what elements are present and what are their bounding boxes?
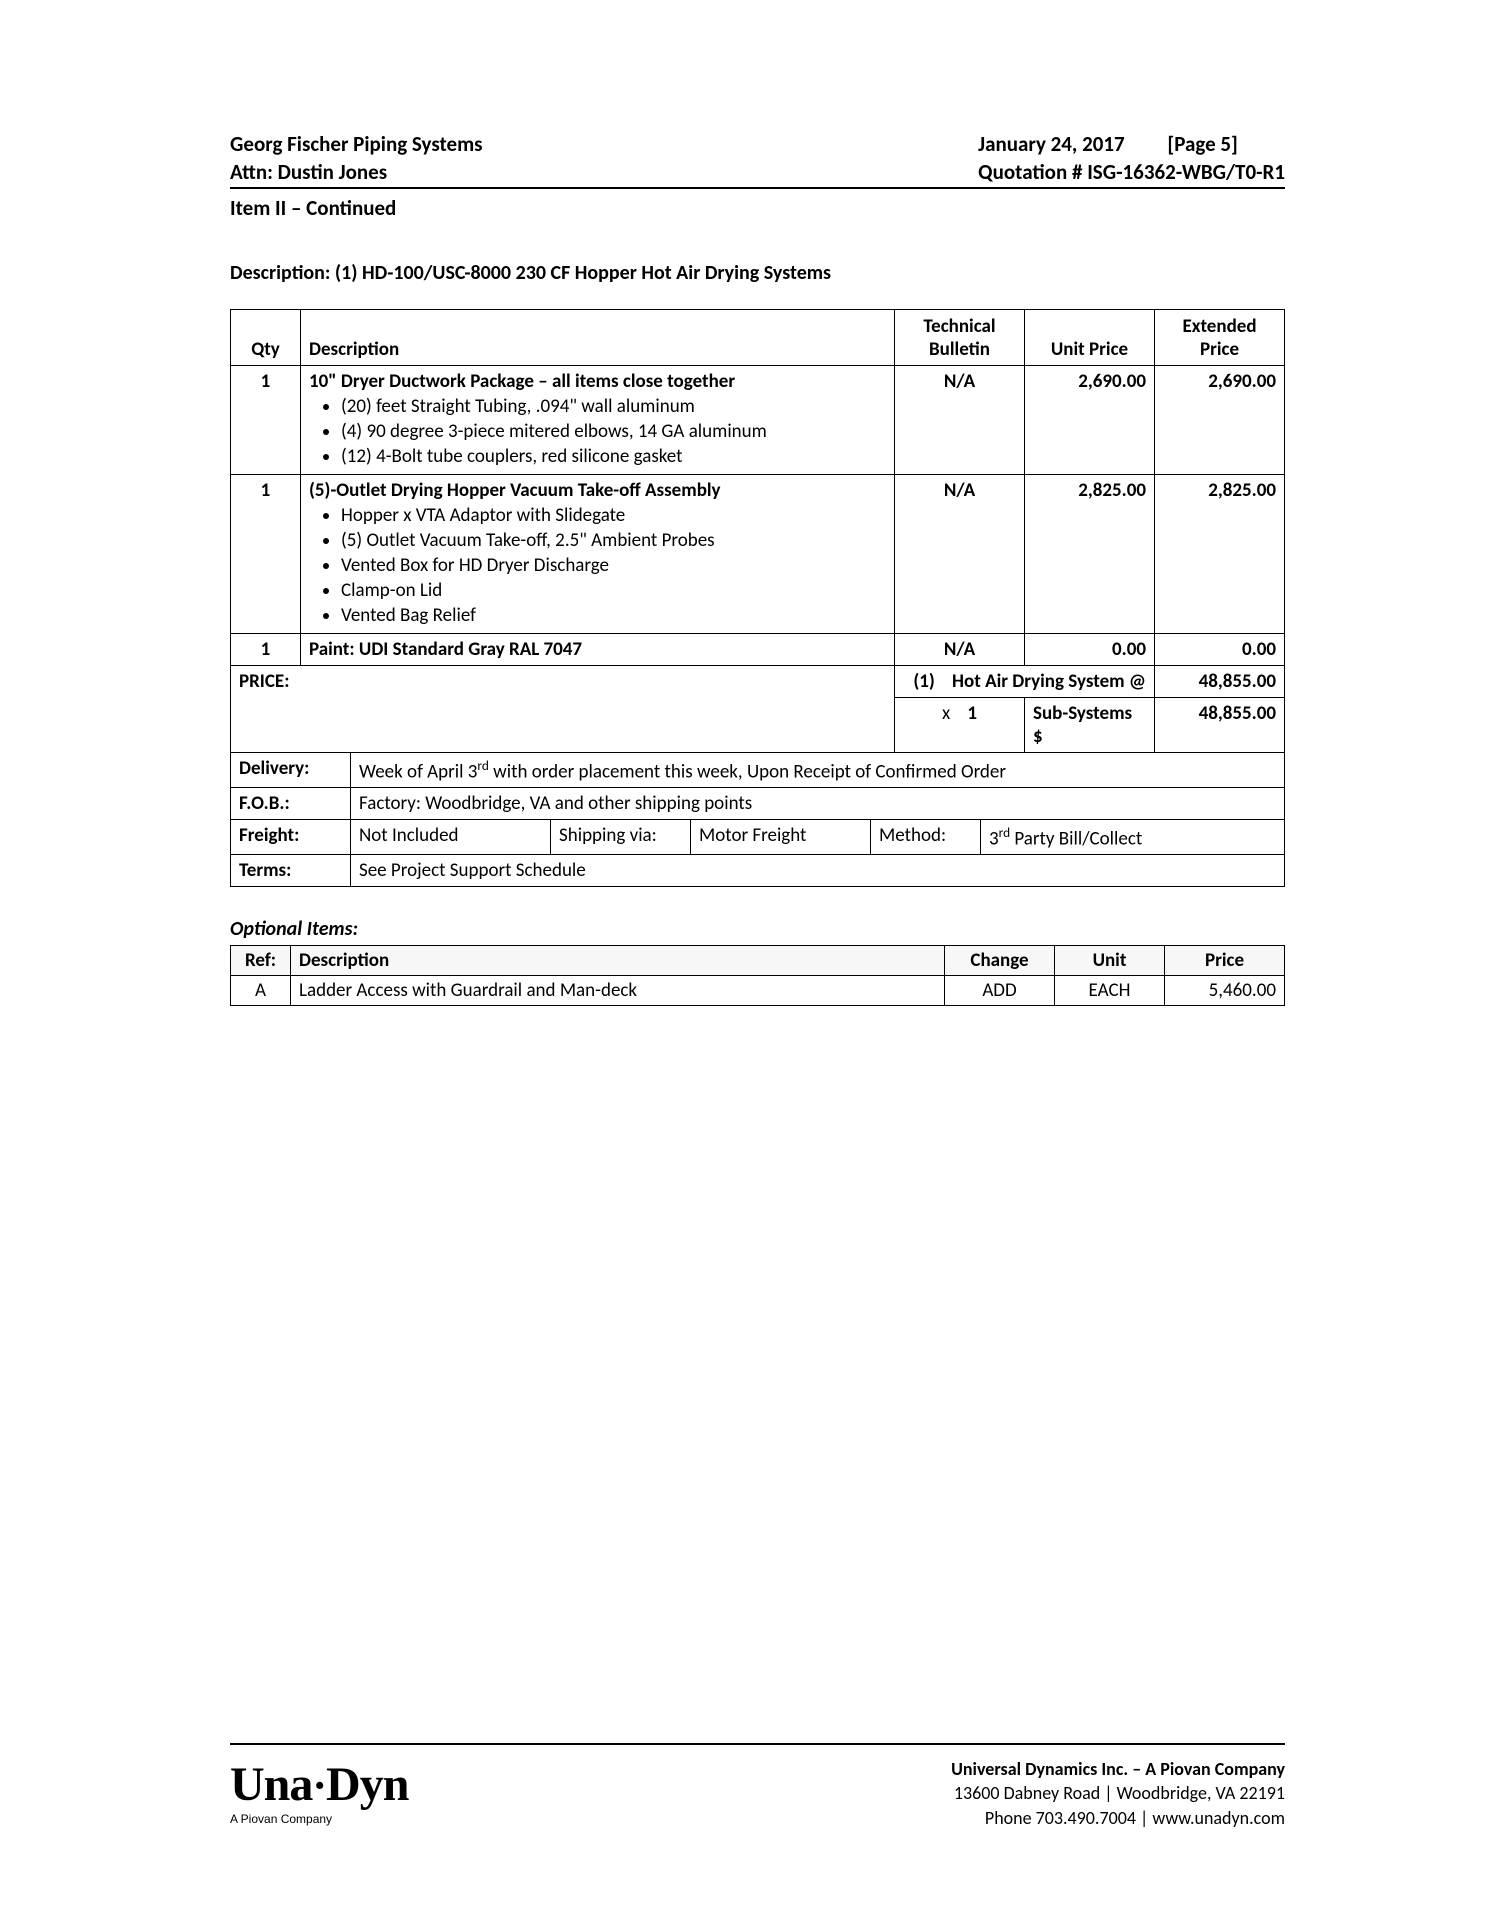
cell-tb: N/A bbox=[895, 474, 1025, 633]
header-quotation: Quotation # ISG-16362-WBG/T0-R1 bbox=[978, 158, 1285, 186]
meta-method-label: Method: bbox=[871, 820, 981, 855]
optional-items-heading: Optional Items: bbox=[230, 917, 1285, 941]
cell-unit-price: 2,690.00 bbox=[1025, 365, 1155, 474]
bullet-item: Clamp-on Lid bbox=[341, 579, 886, 602]
meta-freight-label: Freight: bbox=[231, 820, 351, 855]
footer-logo-sub: A Piovan Company bbox=[230, 1812, 408, 1826]
cell-ext-price: 2,690.00 bbox=[1155, 365, 1285, 474]
cell-ext-price: 2,825.00 bbox=[1155, 474, 1285, 633]
meta-delivery-row: Delivery: Week of April 3rd with order p… bbox=[231, 752, 1285, 787]
meta-terms-val: See Project Support Schedule bbox=[351, 855, 1285, 887]
opt-cell-unit: EACH bbox=[1055, 976, 1165, 1006]
meta-freight-val: Not Included bbox=[351, 820, 551, 855]
meta-shipvia-val: Motor Freight bbox=[691, 820, 871, 855]
header-date: January 24, 2017 bbox=[978, 131, 1125, 157]
col-header-ep: Extended Price bbox=[1155, 309, 1285, 365]
price-line1-desc: Hot Air Drying System @ bbox=[952, 670, 1146, 693]
meta-terms-row: Terms: See Project Support Schedule bbox=[231, 855, 1285, 887]
header-attn: Attn: Dustin Jones bbox=[230, 158, 483, 186]
cell-qty: 1 bbox=[231, 365, 301, 474]
price-label: PRICE: bbox=[239, 670, 289, 693]
header-bar: Georg Fischer Piping Systems Attn: Dusti… bbox=[230, 130, 1285, 189]
bullet-item: Vented Bag Relief bbox=[341, 604, 886, 627]
main-table: Qty Description Technical Bulletin Unit … bbox=[230, 309, 1285, 753]
price-line2-qty: 1 bbox=[967, 702, 977, 725]
bullet-item: (5) Outlet Vacuum Take-off, 2.5" Ambient… bbox=[341, 529, 886, 552]
opt-cell-price: 5,460.00 bbox=[1165, 976, 1285, 1006]
cell-desc: (5)-Outlet Drying Hopper Vacuum Take-off… bbox=[301, 474, 895, 633]
table-row: 1Paint: UDI Standard Gray RAL 7047N/A0.0… bbox=[231, 633, 1285, 665]
opt-cell-desc: Ladder Access with Guardrail and Man-dec… bbox=[291, 976, 945, 1006]
opt-col-desc: Description bbox=[291, 946, 945, 976]
bullet-item: (20) feet Straight Tubing, .094" wall al… bbox=[341, 395, 886, 418]
price-line2-x: x bbox=[942, 702, 950, 725]
item-continued: Item II – Continued bbox=[230, 195, 1285, 221]
header-company: Georg Fischer Piping Systems bbox=[230, 130, 483, 158]
price-line1-qty: (1) bbox=[913, 670, 934, 693]
meta-shipvia-label: Shipping via: bbox=[551, 820, 691, 855]
page-footer: Una·Dyn A Piovan Company Universal Dynam… bbox=[230, 1743, 1285, 1830]
footer-logo: Una·Dyn A Piovan Company bbox=[230, 1757, 408, 1826]
meta-method-val: 3rd Party Bill/Collect bbox=[981, 820, 1285, 855]
cell-unit-price: 2,825.00 bbox=[1025, 474, 1155, 633]
col-header-qty: Qty bbox=[231, 309, 301, 365]
description-heading: Description: (1) HD-100/USC-8000 230 CF … bbox=[230, 261, 1285, 285]
bullet-item: Vented Box for HD Dryer Discharge bbox=[341, 554, 886, 577]
opt-cell-ref: A bbox=[231, 976, 291, 1006]
opt-cell-change: ADD bbox=[945, 976, 1055, 1006]
price-line2-desc: Sub-Systems $ bbox=[1025, 697, 1155, 752]
optional-row: ALadder Access with Guardrail and Man-de… bbox=[231, 976, 1285, 1006]
meta-table: Delivery: Week of April 3rd with order p… bbox=[230, 752, 1285, 888]
cell-tb: N/A bbox=[895, 365, 1025, 474]
cell-qty: 1 bbox=[231, 633, 301, 665]
meta-fob-label: F.O.B.: bbox=[231, 788, 351, 820]
col-header-tb: Technical Bulletin bbox=[895, 309, 1025, 365]
table-row: 1(5)-Outlet Drying Hopper Vacuum Take-of… bbox=[231, 474, 1285, 633]
bullet-item: (4) 90 degree 3-piece mitered elbows, 14… bbox=[341, 420, 886, 443]
price-line1-val: 48,855.00 bbox=[1155, 665, 1285, 697]
cell-ext-price: 0.00 bbox=[1155, 633, 1285, 665]
cell-tb: N/A bbox=[895, 633, 1025, 665]
col-header-desc: Description bbox=[301, 309, 895, 365]
footer-line2: 13600 Dabney Road | Woodbridge, VA 22191 bbox=[951, 1781, 1285, 1805]
bullet-item: (12) 4-Bolt tube couplers, red silicone … bbox=[341, 445, 886, 468]
footer-line1: Universal Dynamics Inc. – A Piovan Compa… bbox=[951, 1757, 1285, 1781]
opt-col-unit: Unit bbox=[1055, 946, 1165, 976]
meta-terms-label: Terms: bbox=[231, 855, 351, 887]
header-page: [Page 5] bbox=[1167, 131, 1237, 157]
optional-table: Ref: Description Change Unit Price ALadd… bbox=[230, 945, 1285, 1006]
optional-header-row: Ref: Description Change Unit Price bbox=[231, 946, 1285, 976]
bullet-item: Hopper x VTA Adaptor with Slidegate bbox=[341, 504, 886, 527]
price-line2-val: 48,855.00 bbox=[1155, 697, 1285, 752]
meta-delivery-val: Week of April 3rd with order placement t… bbox=[351, 752, 1285, 787]
footer-line3: Phone 703.490.7004 | www.unadyn.com bbox=[951, 1806, 1285, 1830]
price-row-1: PRICE: (1) Hot Air Drying System @ 48,85… bbox=[231, 665, 1285, 697]
table-header-row: Qty Description Technical Bulletin Unit … bbox=[231, 309, 1285, 365]
col-header-up: Unit Price bbox=[1025, 309, 1155, 365]
cell-qty: 1 bbox=[231, 474, 301, 633]
opt-col-change: Change bbox=[945, 946, 1055, 976]
cell-desc: Paint: UDI Standard Gray RAL 7047 bbox=[301, 633, 895, 665]
meta-fob-val: Factory: Woodbridge, VA and other shippi… bbox=[351, 788, 1285, 820]
meta-delivery-label: Delivery: bbox=[231, 752, 351, 787]
cell-unit-price: 0.00 bbox=[1025, 633, 1155, 665]
meta-freight-row: Freight: Not Included Shipping via: Moto… bbox=[231, 820, 1285, 855]
cell-desc: 10" Dryer Ductwork Package – all items c… bbox=[301, 365, 895, 474]
meta-fob-row: F.O.B.: Factory: Woodbridge, VA and othe… bbox=[231, 788, 1285, 820]
opt-col-price: Price bbox=[1165, 946, 1285, 976]
opt-col-ref: Ref: bbox=[231, 946, 291, 976]
table-row: 110" Dryer Ductwork Package – all items … bbox=[231, 365, 1285, 474]
